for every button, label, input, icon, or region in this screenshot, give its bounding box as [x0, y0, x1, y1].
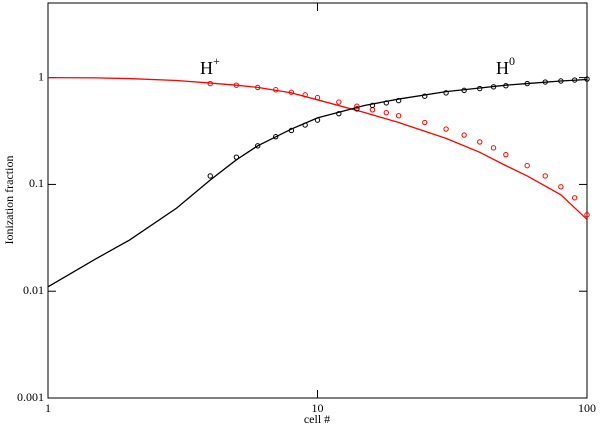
marker	[369, 107, 376, 113]
x-tick-label: 100	[578, 401, 596, 415]
marker	[584, 76, 590, 82]
marker	[503, 83, 509, 89]
marker	[302, 122, 308, 128]
marker	[584, 212, 590, 218]
marker	[207, 173, 213, 179]
marker	[354, 103, 360, 109]
marker	[233, 82, 240, 88]
marker	[542, 79, 548, 85]
marker	[571, 77, 578, 83]
marker	[558, 184, 564, 190]
x-tick-label: 10	[312, 401, 324, 415]
annotation-base: H	[200, 58, 213, 78]
marker	[354, 106, 360, 112]
marker	[477, 85, 483, 92]
annotation-sup: +	[213, 54, 220, 68]
marker	[383, 109, 389, 116]
y-axis-label: Ionization fraction	[2, 156, 16, 245]
y-tick-label: 0.1	[29, 176, 44, 190]
marker	[524, 162, 530, 169]
marker	[314, 117, 321, 123]
marker	[255, 84, 261, 91]
marker	[524, 80, 530, 87]
marker	[558, 78, 564, 84]
marker	[336, 110, 342, 117]
x-tick-label: 1	[45, 401, 51, 415]
marker	[233, 154, 240, 160]
marker	[571, 195, 578, 201]
annotation: H+	[200, 54, 220, 78]
marker	[302, 92, 308, 98]
marker	[542, 173, 548, 179]
annotation-base: H	[496, 58, 509, 78]
marker	[461, 87, 467, 94]
marker	[443, 90, 449, 96]
marker	[461, 132, 467, 138]
marker	[369, 102, 376, 109]
marker	[490, 145, 497, 151]
marker	[273, 87, 279, 93]
marker	[477, 139, 483, 145]
series-line	[47, 78, 588, 288]
marker	[336, 99, 342, 105]
marker	[207, 80, 213, 87]
y-tick-label: 1	[38, 69, 44, 83]
marker	[443, 126, 449, 132]
series-line	[47, 76, 588, 220]
y-tick-label: 0.001	[17, 390, 44, 404]
marker	[288, 89, 295, 95]
marker	[395, 113, 402, 119]
marker	[395, 97, 402, 104]
marker	[422, 119, 428, 126]
marker	[314, 94, 321, 101]
y-tick-label: 0.01	[23, 283, 44, 297]
marker	[490, 84, 497, 90]
annotation-sup: 0	[509, 54, 515, 68]
x-axis-label: cell #	[304, 412, 330, 426]
marker	[383, 100, 389, 106]
marker	[503, 151, 509, 158]
marker	[422, 93, 428, 99]
marker	[255, 143, 261, 149]
marker	[273, 133, 279, 140]
annotation: H0	[496, 54, 515, 78]
marker	[288, 127, 295, 134]
